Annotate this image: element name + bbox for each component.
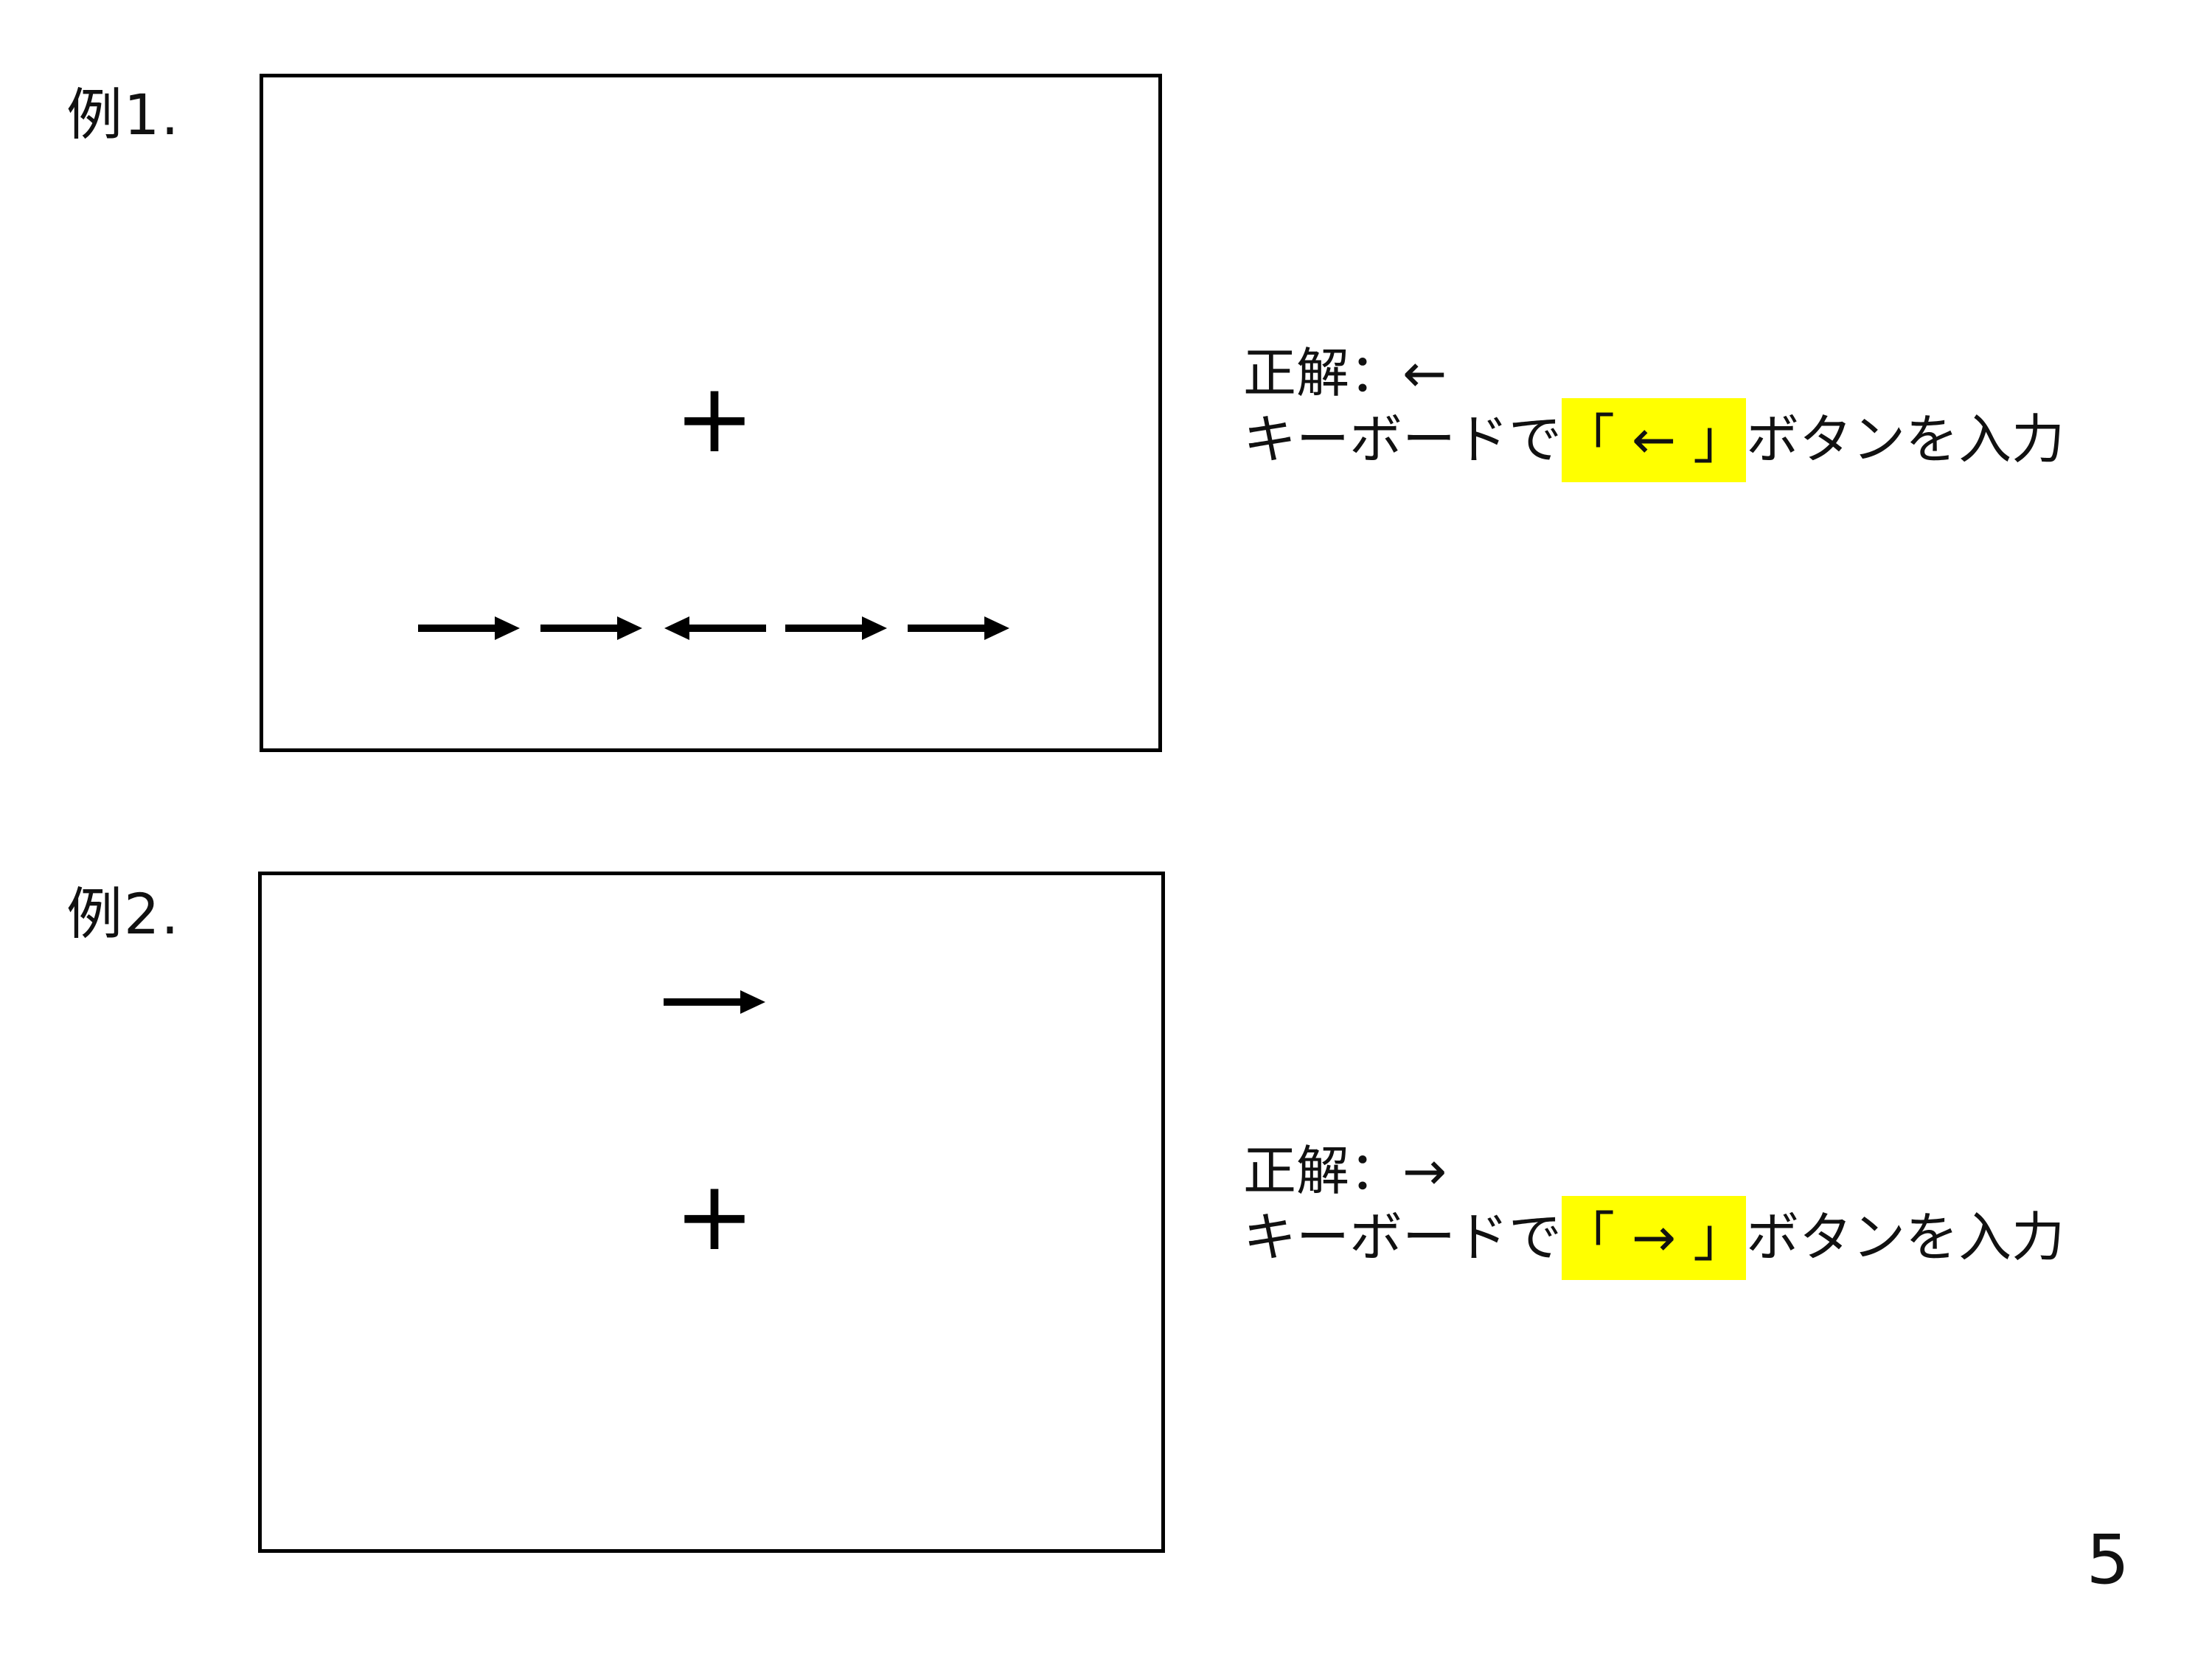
instruction-suffix: ボタンを入力 (1746, 1206, 2065, 1268)
right-arrow-icon (540, 616, 642, 640)
right-arrow-icon (908, 616, 1009, 640)
left-arrow-icon (664, 616, 766, 640)
instruction-prefix: キーボードで (1243, 1206, 1562, 1268)
fixation-cross: + (674, 362, 755, 474)
right-arrow-icon (418, 616, 520, 640)
instruction-line: キーボードで「 ← 」ボタンを入力 (1243, 398, 2065, 482)
highlighted-key: 「 ← 」 (1562, 398, 1747, 482)
highlighted-key: 「 → 」 (1562, 1196, 1747, 1280)
page-number: 5 (2086, 1520, 2129, 1599)
example-2-answer: 正解：→ キーボードで「 → 」ボタンを入力 (1243, 1140, 2065, 1280)
example-2-label: 例2. (66, 881, 181, 947)
correct-answer-line: 正解：← (1243, 342, 1447, 404)
right-arrow-icon (785, 616, 887, 640)
instruction-suffix: ボタンを入力 (1746, 408, 2065, 470)
example-1-answer: 正解：← キーボードで「 ← 」ボタンを入力 (1243, 342, 2065, 482)
right-arrow-icon (664, 990, 765, 1014)
instruction-line: キーボードで「 → 」ボタンを入力 (1243, 1196, 2065, 1280)
instruction-prefix: キーボードで (1243, 408, 1562, 470)
example-2-stimulus-box: + (258, 872, 1165, 1553)
correct-answer-line: 正解：→ (1243, 1140, 1447, 1202)
example-1-stimulus-box: + (260, 74, 1162, 752)
fixation-cross: + (674, 1160, 755, 1272)
example-1-label: 例1. (66, 82, 181, 147)
